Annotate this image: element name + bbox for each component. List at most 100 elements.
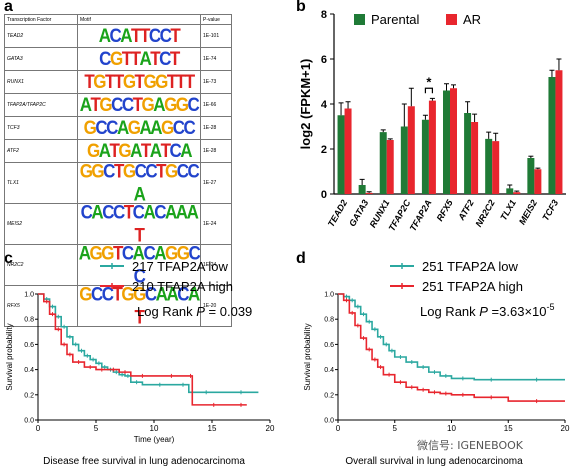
motif-letter: T [112,283,123,305]
table-row: ATF2 GATGATATCA 1E-28 [4,139,232,163]
bar [379,132,387,194]
motif-letter: A [153,93,165,116]
motif-letter: A [91,201,103,223]
x-tick-label: NR2C2 [473,198,496,229]
y-tick-label: 0.0 [24,418,34,425]
motif-letter: C [159,24,172,47]
motif-letter: C [103,160,115,182]
bar [407,106,415,194]
motif-letter: G [99,93,112,116]
motif-letter: C [176,160,189,182]
table-row: GATA3 CGTTATCT 1E-74 [4,47,232,71]
motif-letter: G [93,70,106,93]
motif-letter: T [109,139,119,162]
motif-letter: T [175,70,186,93]
pvalue-cell: 1E-101 [200,24,232,48]
bar [527,158,535,194]
y-tick-label: 0.2 [324,392,334,399]
x-tick-label: RFX5 [435,197,456,223]
motif-logo: AGGTCACAGGCC [78,242,201,288]
motif-letter: C [154,201,166,223]
motif-letter: A [149,139,162,162]
motif-letter: T [105,70,115,93]
factor-cell: GATA3 [4,47,78,71]
chart-title: Overall survival in lung adenocarcinoma [345,456,523,467]
motif-cell: CGTTATCT [77,47,201,71]
y-tick-label: 0.4 [24,367,34,374]
significance-bracket [424,87,434,94]
pvalue-cell: 1E-28 [200,139,232,163]
factor-cell: RUNX1 [4,70,78,94]
motif-letter: G [79,283,92,305]
motif-letter: T [84,70,94,93]
motif-letter: G [122,160,136,182]
motif-letter: C [99,47,111,70]
x-tick-label: 5 [94,424,99,433]
bar [443,90,450,194]
motif-letter: C [121,242,134,264]
x-tick-label: TCF3 [540,198,560,222]
table-row: MEIS2 CACCTCACAAAT 1E-24 [4,201,232,246]
motif-letter: A [166,283,178,305]
y-tick-label: 1.0 [24,292,34,299]
table-row: TCF3 GCCAGAAGCC 1E-28 [4,116,232,140]
y-tick-label: 0.2 [24,392,34,399]
bar [400,126,408,194]
y-axis-label: Survival probability [303,323,312,390]
x-tick-label: TEAD2 [326,198,349,229]
bar [485,138,493,194]
motif-letter: G [109,47,123,70]
motif-cell: ACATTCCT [77,24,201,48]
motif-letter: A [143,201,155,223]
motif-letter: C [143,242,155,264]
motif-letter: G [141,93,155,116]
motif-letter: G [176,242,190,264]
table-header-row: Transcription Factor Motif P-value [4,14,232,25]
bar [513,192,521,194]
log-rank-stat: Log Rank P =3.63×10-5 [420,302,555,319]
bar [421,119,429,194]
motif-cell: GGCTGCCTGCCA [77,160,201,206]
motif-letter: C [172,116,185,139]
table-row: TEAD2 ACATTCCT 1E-101 [4,24,232,48]
table-row: TFAP2A/TFAP2C ATGCCTGAGGC 1E-66 [4,93,232,117]
motif-letter: A [180,139,192,162]
motif-letter: C [148,24,161,47]
motif-letter: G [143,70,156,93]
bar [358,185,366,194]
motif-logo: ATGCCTGAGGC [80,93,200,117]
motif-cell: TGTTGTGGTTT [77,70,201,94]
motif-letter: A [98,139,111,162]
motif-letter: G [118,139,131,162]
bar [337,115,345,194]
motif-cell: GCCTGGCAACAT [77,283,201,328]
motif-letter: C [102,201,114,223]
motif-letter: G [127,116,141,139]
motif-letter: T [169,47,180,70]
motif-letter: C [132,201,145,223]
factor-cell: ATF2 [4,139,78,163]
survival-chart-os: 0.0 0.2 0.4 0.6 0.8 1.0 0 5 10 15 20 Survival proba… [303,259,570,467]
pvalue-cell: 1E-24 [200,203,232,245]
x-tick-label: 20 [561,424,570,433]
motif-letter: G [79,160,93,182]
motif-letter: G [175,93,189,116]
y-tick-label: 0.6 [324,342,334,349]
motif-letter: C [111,93,123,116]
factor-cell: TLX1 [4,162,78,204]
motif-logo: GGCTGCCTGCCA [78,160,200,206]
column-header-motif: Motif [77,14,201,25]
legend-label: AR [463,12,481,27]
motif-logo: ACATTCCT [98,24,181,48]
motif-cell: GCCAGAAGCC [77,116,201,140]
bar [471,122,479,194]
y-tick-label: 0.8 [324,317,334,324]
motif-letter: A [175,201,188,223]
x-tick-label: MEIS2 [517,198,539,226]
pvalue-cell: 1E-73 [200,70,232,94]
factor-cell: TCF3 [4,116,78,140]
motif-letter: C [188,242,200,264]
factor-cell: TFAP2A/TFAP2C [4,93,78,117]
motif-letter: A [98,24,111,47]
panel-label-a: a [4,0,13,15]
